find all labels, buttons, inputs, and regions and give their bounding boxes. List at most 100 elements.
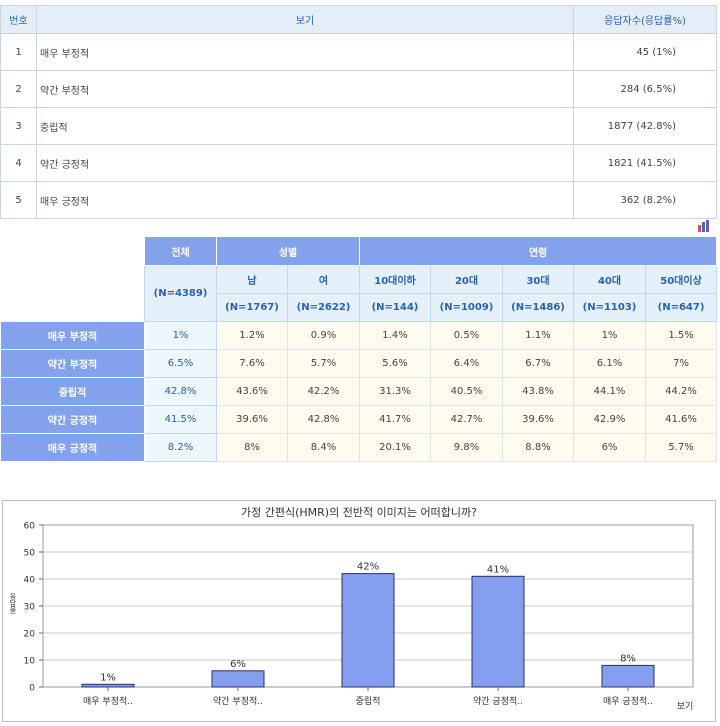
column-label: 50대이상: [644, 265, 718, 294]
n-value: (N=1486): [502, 293, 574, 322]
crosstab-cell: 6.4%: [430, 349, 503, 378]
crosstab-cell: 9.8%: [430, 433, 503, 462]
n-value: (N=1767): [216, 293, 288, 322]
crosstab-cell: 40.5%: [430, 377, 503, 406]
crosstab-cell: 42.9%: [573, 405, 646, 434]
crosstab-cell: 5.6%: [359, 349, 431, 378]
bar-data-label: 42%: [357, 562, 379, 573]
crosstab-cell: 1.2%: [216, 321, 288, 350]
row-option: 약간 부정적: [36, 70, 574, 108]
x-tick-label: 매우 부정적..: [83, 695, 133, 707]
y-tick-label: 20: [24, 630, 36, 640]
n-total: (N=4389): [144, 265, 217, 322]
crosstab-cell: 41.6%: [644, 405, 718, 434]
n-value: (N=1103): [573, 293, 646, 322]
crosstab-cell: 8.4%: [287, 433, 360, 462]
column-label: 20대: [430, 265, 503, 294]
table-row: 5 매우 긍정적 362 (8.2%): [0, 181, 717, 219]
group-gender: 성별: [216, 236, 360, 266]
crosstab-cell: 1.1%: [502, 321, 574, 350]
y-tick-label: 10: [24, 657, 36, 667]
table-row: 3 중립적 1877 (42.8%): [0, 107, 717, 145]
crosstab-cell: 41.7%: [359, 405, 431, 434]
row-no: 5: [0, 181, 37, 219]
bar: [341, 573, 395, 688]
row-no: 1: [0, 33, 37, 71]
n-value: (N=647): [644, 293, 718, 322]
column-label: 여: [287, 265, 360, 294]
crosstab-cell: 5.7%: [287, 349, 360, 378]
bar: [601, 664, 655, 688]
crosstab-cell: 43.8%: [502, 377, 574, 406]
x-tick-label: 약간 부정적..: [213, 695, 263, 707]
row-no: 3: [0, 107, 37, 145]
y-tick-label: 0: [29, 684, 35, 694]
crosstab-row: 약간 부정적 6.5% 7.6% 5.7% 5.6% 6.4% 6.7% 6.1% 7%: [0, 349, 718, 378]
bar: [81, 683, 135, 688]
n-value: (N=1009): [430, 293, 503, 322]
crosstab-cell: 1.5%: [644, 321, 718, 350]
group-age: 연령: [358, 236, 718, 266]
bar-data-label: 41%: [487, 564, 509, 575]
crosstab-total-cell: 1%: [144, 321, 217, 350]
row-no: 4: [0, 144, 37, 182]
crosstab-total-cell: 42.8%: [144, 377, 217, 406]
n-value: (N=144): [359, 293, 431, 322]
crosstab-n-row: (N=1767) (N=2622) (N=144) (N=1009) (N=14…: [1, 293, 718, 322]
row-option: 중립적: [36, 107, 574, 145]
bar-chart: 가정 간편식(HMR)의 전반적 이미지는 어떠합니까? 0 10 20 30 40 50 6…: [2, 500, 716, 722]
crosstab-row-label: 약간 부정적: [0, 349, 145, 378]
crosstab-cell: 44.1%: [573, 377, 646, 406]
crosstab-cell: 42.8%: [287, 405, 360, 434]
bar: [471, 575, 525, 688]
row-option: 매우 부정적: [36, 33, 574, 71]
bar: [211, 670, 265, 688]
table-row: 4 약간 긍정적 1821 (41.5%): [0, 144, 717, 182]
y-tick-label: 40: [24, 576, 36, 586]
row-count: 362 (8.2%): [573, 181, 717, 219]
crosstab-cell: 1%: [573, 321, 646, 350]
crosstab-cell: 31.3%: [359, 377, 431, 406]
crosstab-row: 매우 부정적 1% 1.2% 0.9% 1.4% 0.5% 1.1% 1% 1.5%: [0, 321, 718, 350]
bar-chart-icon[interactable]: [697, 220, 711, 232]
header-no: 번호: [0, 5, 37, 34]
crosstab-cell: 39.6%: [216, 405, 288, 434]
column-label: 10대이하: [359, 265, 431, 294]
group-total: 전체: [144, 236, 217, 266]
crosstab-cell: 39.6%: [502, 405, 574, 434]
crosstab-table: 전체 성별 연령 (N=4389) 남 여 10대이하 20대 30대 40대 …: [0, 236, 718, 462]
crosstab-cell: 8.8%: [502, 433, 574, 462]
n-value: (N=2622): [287, 293, 360, 322]
table-row: 2 약간 부정적 284 (6.5%): [0, 70, 717, 108]
crosstab-cell: 42.7%: [430, 405, 503, 434]
header-count: 응답자수(응답률%): [573, 5, 717, 34]
crosstab-row: 매우 긍정적 8.2% 8% 8.4% 20.1% 9.8% 8.8% 6% 5.7%: [0, 433, 718, 462]
row-count: 1821 (41.5%): [573, 144, 717, 182]
crosstab-cell: 0.5%: [430, 321, 503, 350]
row-count: 1877 (42.8%): [573, 107, 717, 145]
bar-chart-svg: 가정 간편식(HMR)의 전반적 이미지는 어떠합니까? 0 10 20 30 40 50 6…: [9, 506, 694, 712]
row-option: 약간 긍정적: [36, 144, 574, 182]
crosstab-row-label: 약간 긍정적: [0, 405, 145, 434]
crosstab-cell: 7.6%: [216, 349, 288, 378]
chart-title: 가정 간편식(HMR)의 전반적 이미지는 어떠합니까?: [241, 506, 477, 519]
crosstab-column-row: (N=4389) 남 여 10대이하 20대 30대 40대 50대이상: [1, 265, 718, 322]
crosstab-cell: 7%: [644, 349, 718, 378]
answer-table-header: 번호 보기 응답자수(응답률%): [0, 5, 717, 34]
header-option: 보기: [36, 5, 574, 34]
crosstab-cell: 6.1%: [573, 349, 646, 378]
column-label: 30대: [502, 265, 574, 294]
x-tick-label: 약간 긍정적..: [473, 695, 523, 707]
bar-data-label: 1%: [100, 672, 116, 683]
column-label: 남: [216, 265, 288, 294]
crosstab-cell: 44.2%: [644, 377, 718, 406]
crosstab-body: 매우 부정적 1% 1.2% 0.9% 1.4% 0.5% 1.1% 1% 1.5% 약간 부정적…: [0, 321, 718, 462]
crosstab-group-row: 전체 성별 연령: [0, 236, 718, 322]
crosstab-cell: 6.7%: [502, 349, 574, 378]
table-row: 1 매우 부정적 45 (1%): [0, 33, 717, 71]
column-label: 40대: [573, 265, 646, 294]
crosstab-cell: 6%: [573, 433, 646, 462]
crosstab-cell: 8%: [216, 433, 288, 462]
x-tick-label: 매우 긍정적..: [603, 695, 653, 707]
x-axis-label: 보기: [677, 701, 694, 712]
